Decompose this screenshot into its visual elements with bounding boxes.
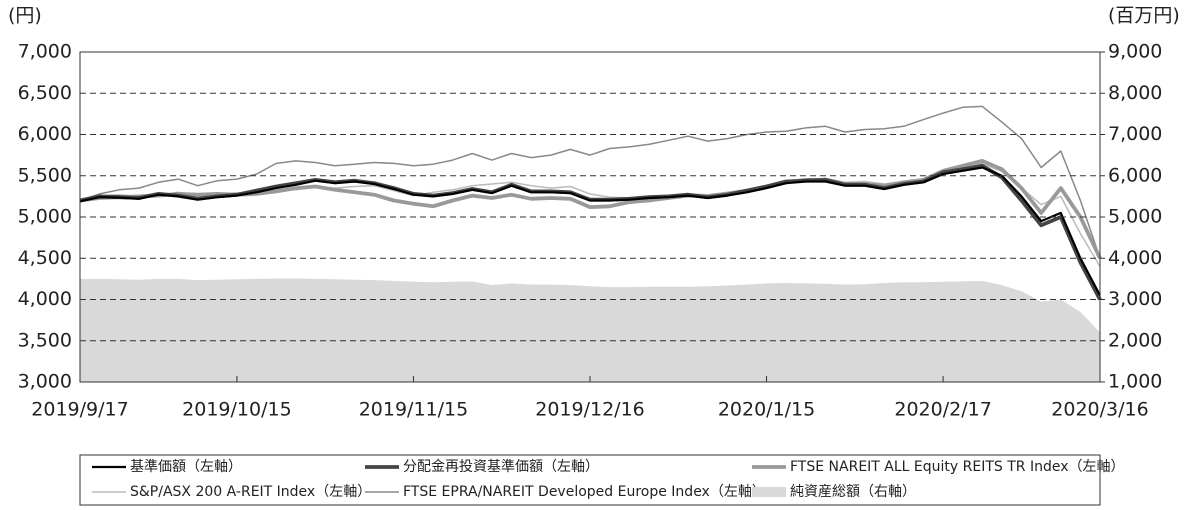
legend-label: FTSE EPRA/NAREIT Developed Europe Index（… bbox=[403, 484, 766, 500]
y2-tick-label: 7,000 bbox=[1108, 123, 1162, 145]
y-tick-label: 6,000 bbox=[18, 123, 72, 145]
y-unit-label: (円) bbox=[8, 5, 42, 27]
y-tick-label: 3,500 bbox=[18, 329, 72, 351]
legend-label: 基準価額（左軸） bbox=[130, 458, 242, 475]
x-tick-label: 2019/9/17 bbox=[31, 399, 128, 421]
legend-label: 分配金再投資基準価額（左軸） bbox=[403, 458, 599, 475]
x-tick-label: 2019/11/15 bbox=[359, 399, 469, 421]
y2-tick-label: 5,000 bbox=[1108, 206, 1162, 228]
y2-tick-label: 6,000 bbox=[1108, 164, 1162, 186]
y2-tick-label: 4,000 bbox=[1108, 247, 1162, 269]
y-tick-label: 4,000 bbox=[18, 288, 72, 310]
y2-tick-label: 3,000 bbox=[1108, 288, 1162, 310]
legend-frame bbox=[79, 454, 1101, 506]
y-tick-label: 5,500 bbox=[18, 164, 72, 186]
y2-tick-label: 8,000 bbox=[1108, 82, 1162, 104]
x-tick-label: 2019/12/16 bbox=[535, 399, 645, 421]
x-tick-label: 2020/1/15 bbox=[718, 399, 815, 421]
x-tick-label: 2020/3/16 bbox=[1051, 399, 1148, 421]
area bbox=[80, 278, 1100, 382]
y-tick-label: 4,500 bbox=[18, 247, 72, 269]
x-tick-label: 2020/2/17 bbox=[894, 399, 991, 421]
x-tick-label: 2019/10/15 bbox=[182, 399, 292, 421]
line bbox=[79, 166, 1101, 296]
y2-tick-label: 1,000 bbox=[1108, 371, 1162, 393]
line bbox=[79, 105, 1101, 259]
legend-label: S&P/ASX 200 A-REIT Index（左軸） bbox=[130, 484, 371, 500]
legend-label: 純資産総額（右軸） bbox=[790, 484, 916, 500]
y-tick-label: 5,000 bbox=[18, 206, 72, 228]
legend-label: FTSE NAREIT ALL Equity REITS TR Index（左軸… bbox=[790, 459, 1125, 475]
y2-unit-label: (百万円) bbox=[1108, 5, 1180, 27]
y-tick-label: 3,000 bbox=[18, 371, 72, 393]
y2-tick-label: 9,000 bbox=[1108, 41, 1162, 63]
y-tick-label: 7,000 bbox=[18, 41, 72, 63]
y-tick-label: 6,500 bbox=[18, 82, 72, 104]
legend-swatch bbox=[752, 487, 786, 497]
y2-tick-label: 2,000 bbox=[1108, 329, 1162, 351]
